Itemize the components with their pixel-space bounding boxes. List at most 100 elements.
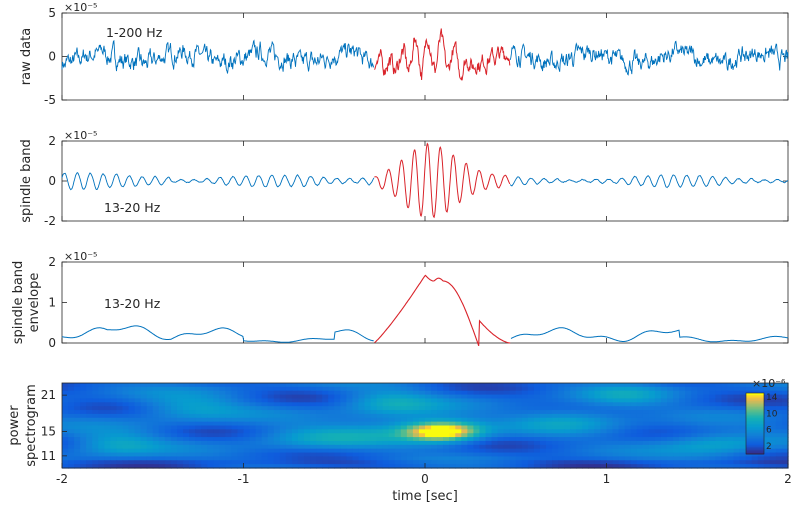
heatmap-cell: [533, 448, 541, 454]
heatmap-cell: [527, 406, 535, 411]
heatmap-cell: [231, 386, 239, 392]
heatmap-cell: [376, 456, 384, 461]
heatmap-cell: [334, 433, 341, 438]
heatmap-cell: [104, 429, 111, 434]
heatmap-cell: [291, 444, 299, 450]
heatmap-cell: [279, 413, 287, 419]
heatmap-cell: [80, 433, 87, 438]
heatmap-cell: [370, 406, 378, 411]
heatmap-cell: [340, 398, 347, 403]
heatmap-cell: [667, 456, 674, 461]
heatmap-cell: [775, 433, 783, 438]
heatmap-cell: [685, 386, 692, 392]
heatmap-cell: [685, 444, 692, 450]
heatmap-cell: [630, 429, 638, 434]
heatmap-cell: [539, 440, 547, 446]
heatmap-cell: [189, 429, 196, 434]
heatmap-cell: [225, 390, 232, 396]
heatmap-cell: [304, 394, 311, 400]
heatmap-cell: [546, 386, 553, 392]
heatmap-cell: [412, 383, 420, 388]
heatmap-cell: [237, 433, 245, 438]
heatmap-cell: [709, 464, 716, 469]
heatmap-cell: [243, 390, 251, 396]
heatmap-cell: [769, 410, 777, 415]
heatmap-cell: [425, 394, 432, 400]
heatmap-cell: [437, 433, 444, 438]
heatmap-cell: [660, 437, 668, 442]
heatmap-cell: [727, 390, 735, 396]
heatmap-cell: [485, 440, 493, 446]
heatmap-cell: [110, 421, 118, 427]
heatmap-cell: [128, 398, 136, 403]
heatmap-cell: [667, 410, 674, 415]
heatmap-cell: [509, 448, 517, 454]
heatmap-cell: [642, 433, 650, 438]
heatmap-cell: [388, 398, 396, 403]
heatmap-cell: [515, 433, 523, 438]
heatmap-cell: [328, 386, 335, 392]
heatmap-cell: [346, 421, 353, 427]
heatmap-cell: [751, 386, 759, 392]
heatmap-cell: [660, 386, 668, 392]
heatmap-cell: [745, 464, 753, 469]
colorbar-segment: [746, 403, 764, 406]
heatmap-cell: [201, 444, 208, 450]
heatmap-cell: [606, 456, 614, 461]
heatmap-cell: [473, 444, 481, 450]
heatmap-cell: [110, 448, 118, 454]
heatmap-cell: [697, 413, 704, 419]
heatmap-cell: [509, 386, 517, 392]
heatmap-cell: [612, 390, 620, 396]
heatmap-cell: [183, 448, 190, 454]
heatmap-cell: [297, 413, 305, 419]
heatmap-cell: [521, 383, 529, 388]
heatmap-cell: [654, 429, 662, 434]
heatmap-cell: [533, 390, 541, 396]
heatmap-cell: [739, 437, 747, 442]
heatmap-cell: [189, 383, 196, 388]
heatmap-cell: [195, 425, 202, 430]
heatmap-cell: [225, 386, 232, 392]
colorbar-segment: [746, 447, 764, 450]
heatmap-cell: [340, 413, 347, 419]
colorbar-segment: [746, 446, 764, 449]
heatmap-cell: [673, 452, 680, 458]
heatmap-cell: [68, 413, 75, 419]
heatmap-cell: [201, 425, 208, 430]
heatmap-cell: [437, 410, 444, 415]
heatmap-cell: [612, 429, 620, 434]
heatmap-cell: [449, 429, 456, 434]
heatmap-cell: [92, 464, 99, 469]
heatmap-cell: [509, 398, 517, 403]
heatmap-cell: [691, 460, 698, 465]
heatmap-cell: [98, 398, 105, 403]
heatmap-cell: [473, 421, 481, 427]
heatmap-cell: [86, 413, 93, 419]
heatmap-cell: [86, 386, 93, 392]
heatmap-cell: [443, 464, 450, 469]
heatmap-cell: [297, 433, 305, 438]
heatmap-cell: [630, 460, 638, 465]
heatmap-cell: [485, 383, 493, 388]
heatmap-cell: [195, 406, 202, 411]
colorbar-segment: [746, 440, 764, 443]
heatmap-cell: [576, 460, 583, 465]
heatmap-cell: [291, 460, 299, 465]
heatmap-cell: [449, 425, 456, 430]
heatmap-cell: [630, 448, 638, 454]
heatmap-cell: [648, 417, 656, 423]
heatmap-cell: [219, 413, 226, 419]
heatmap-cell: [527, 448, 535, 454]
heatmap-cell: [491, 437, 499, 442]
heatmap-cell: [304, 456, 311, 461]
heatmap-cell: [406, 406, 414, 411]
heatmap-cell: [201, 460, 208, 465]
heatmap-cell: [546, 410, 553, 415]
heatmap-cell: [667, 444, 674, 450]
heatmap-cell: [443, 444, 450, 450]
heatmap-cell: [158, 444, 166, 450]
heatmap-cell: [140, 413, 148, 419]
heatmap-cell: [733, 410, 741, 415]
heatmap-cell: [769, 402, 777, 407]
